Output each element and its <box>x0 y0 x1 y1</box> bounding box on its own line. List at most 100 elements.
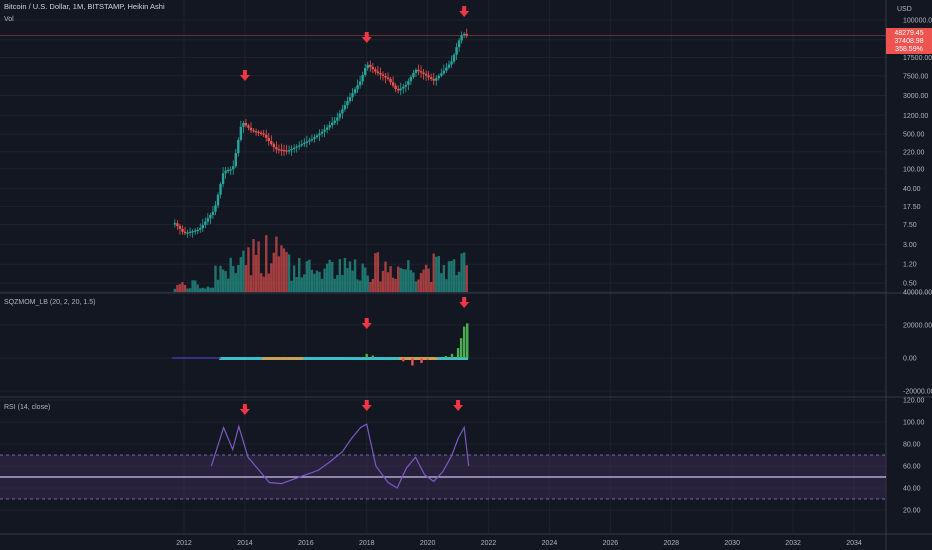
volume-bar <box>429 281 433 292</box>
volume-bar <box>310 269 314 292</box>
candle-body <box>338 113 342 118</box>
candle-body <box>303 142 306 145</box>
volume-bar <box>183 285 187 292</box>
candle-body <box>323 129 326 132</box>
sqz-zero-dot <box>295 357 299 360</box>
candle-body <box>391 82 395 86</box>
sqz-zero-dot <box>277 357 281 360</box>
x-tick-label: 2012 <box>176 540 192 547</box>
candle-body <box>277 149 281 151</box>
candle-body <box>358 81 362 86</box>
candle-body <box>224 170 227 174</box>
sqz-zero-dot <box>439 357 443 360</box>
candle-body <box>412 72 415 78</box>
candle-body <box>204 221 207 225</box>
volume-bar <box>379 281 382 292</box>
x-tick-label: 2032 <box>785 540 801 547</box>
candle-body <box>201 224 204 229</box>
y-tick-label: 1.20 <box>903 262 917 269</box>
volume-bar <box>303 274 306 292</box>
candle-body <box>452 54 456 62</box>
sqz-zero-dot <box>442 357 446 360</box>
sqz-zero-dot <box>259 357 263 360</box>
candle-body <box>353 89 357 94</box>
candle-body <box>447 64 451 68</box>
volume-bar <box>440 273 443 292</box>
sqz-bar <box>359 357 362 358</box>
candle-body <box>333 120 336 123</box>
sqz-zero-dot <box>363 357 367 360</box>
volume-bar <box>204 288 207 292</box>
sqz-zero-dot <box>406 357 410 360</box>
y-tick-label: 60.00 <box>903 464 921 471</box>
candle-body <box>219 183 222 195</box>
volume-bar <box>229 257 232 292</box>
volume-bar <box>384 261 387 292</box>
volume-bar <box>318 271 321 292</box>
candle-body <box>346 101 349 106</box>
candle-body <box>341 109 344 114</box>
sqz-zero-dot <box>351 357 354 360</box>
volume-bar <box>298 258 301 292</box>
volume-bar <box>394 278 397 292</box>
volume-bar <box>272 252 276 292</box>
volume-bar <box>300 277 303 292</box>
candle-body <box>308 140 311 142</box>
x-tick-label: 2030 <box>724 540 740 547</box>
sqz-zero-dot <box>424 357 428 360</box>
candle-body <box>409 77 413 82</box>
sqz-zero-dot <box>328 357 332 360</box>
sqz-zero-dot <box>376 357 380 360</box>
down-arrow-marker <box>459 6 470 17</box>
volume-bar <box>460 253 463 292</box>
volume-bar <box>348 261 352 292</box>
candle-body <box>437 75 441 79</box>
x-tick-label: 2028 <box>663 540 679 547</box>
candle-body <box>424 73 428 76</box>
volume-bar <box>176 284 179 292</box>
volume-bar <box>267 273 270 292</box>
candle-body <box>457 40 461 48</box>
volume-bar <box>191 280 194 292</box>
sqz-bar <box>466 323 469 358</box>
candle-body <box>325 127 329 130</box>
volume-bar <box>181 282 184 292</box>
sqz-zero-dot <box>244 357 248 360</box>
y-tick-label: 20000.00 <box>903 323 932 330</box>
candle-body <box>429 77 433 79</box>
volume-bar <box>305 261 309 292</box>
volume-bar <box>323 268 326 292</box>
candle-body <box>450 61 453 65</box>
sqz-zero-dot <box>318 357 321 360</box>
down-arrow-marker <box>239 404 250 415</box>
volume-bar <box>292 265 296 292</box>
sqz-zero-dot <box>389 357 392 360</box>
sqz-bar <box>371 355 375 358</box>
sqz-zero-dot <box>315 357 319 360</box>
candle-body <box>239 126 243 140</box>
candle-body <box>290 148 293 151</box>
candle-body <box>244 122 248 126</box>
volume-bar <box>282 248 286 292</box>
volume-bar <box>188 288 192 292</box>
volume-bar <box>280 245 283 292</box>
y-tick-label: 40.00 <box>903 186 921 193</box>
candle-body <box>328 125 331 128</box>
x-axis-labels: 2012 2014 2016 2018 2020 2022 2024 2026 2028 2030… <box>176 540 862 547</box>
volume-bar <box>199 288 202 292</box>
candle-body <box>310 138 314 141</box>
sqz-zero-dot <box>282 357 286 360</box>
sqz-zero-dot <box>264 357 268 360</box>
down-arrow-marker <box>361 400 372 411</box>
volume-bar <box>455 275 458 292</box>
candle-body <box>300 144 303 146</box>
sqz-bar <box>450 353 454 358</box>
y-tick-label: 3.00 <box>903 242 917 249</box>
y-tick-label: 17500.00 <box>903 55 932 62</box>
candle-body <box>351 93 354 98</box>
candle-body <box>295 146 298 148</box>
volume-bar <box>371 279 375 292</box>
candle-body <box>257 131 260 134</box>
sqz-zero-dot <box>343 357 347 360</box>
sqz-bar <box>411 358 414 366</box>
